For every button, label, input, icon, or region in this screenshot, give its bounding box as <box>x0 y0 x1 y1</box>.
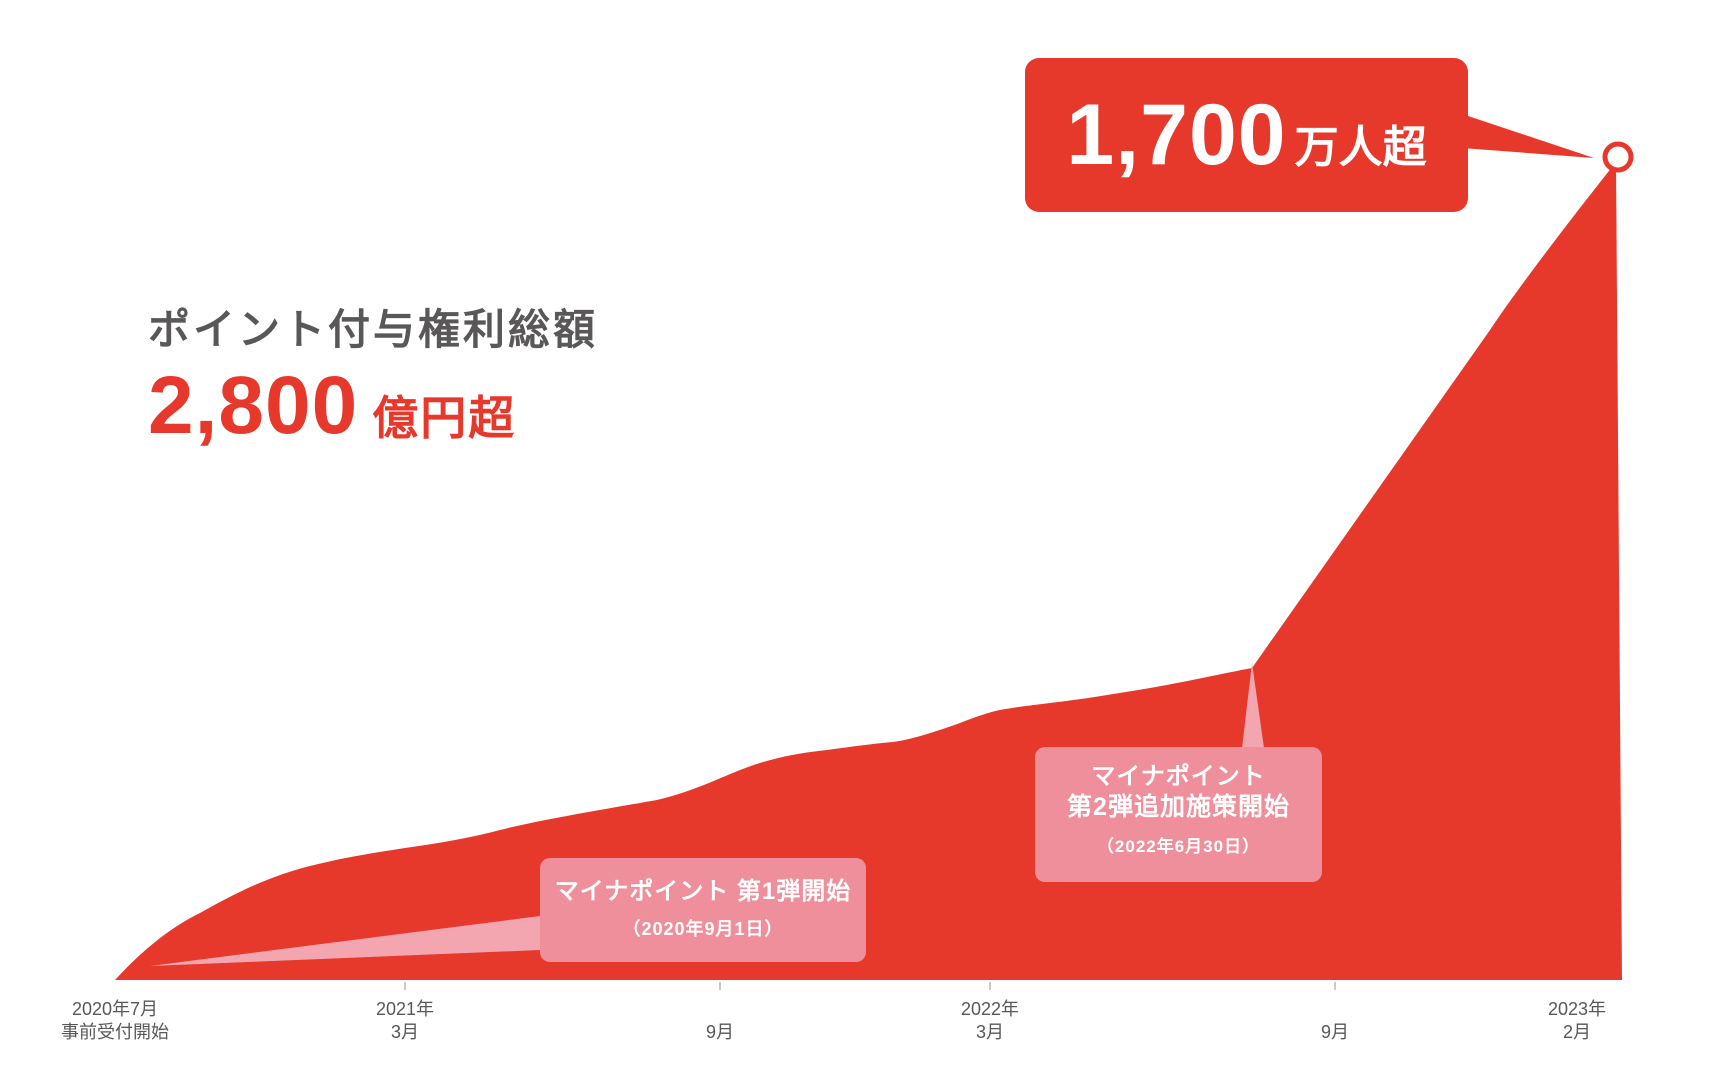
peak-callout-box: 1,700 万人超 <box>1025 58 1468 212</box>
peak-data-marker <box>1602 141 1634 173</box>
annotation2-title-line1: マイナポイント <box>1091 763 1266 790</box>
total-amount-suffix: 億円超 <box>372 392 517 445</box>
axis-label-2020-07: 2020年7月 事前受付開始 <box>61 998 169 1044</box>
axis-label-line: 2022年 <box>960 999 1020 1019</box>
annotation1-leader-line <box>150 916 540 966</box>
chart-title: ポイント付与権利総額 <box>148 306 599 353</box>
axis-label-line: 2023年 <box>1547 999 1607 1019</box>
axis-label-2021-03: 2021年 3月 <box>376 998 434 1044</box>
annotation2-box: マイナポイント 第2弾追加施策開始 （2022年6月30日） <box>1035 747 1322 882</box>
area-series <box>115 162 1622 980</box>
axis-label-line: 3月 <box>975 1022 1005 1042</box>
peak-callout-suffix: 万人超 <box>1294 123 1427 172</box>
chart-title-block: ポイント付与権利総額 2,800 億円超 <box>148 305 599 452</box>
annotation1-title: マイナポイント 第1弾開始 <box>554 878 852 905</box>
axis-label-2021-09: 9月 <box>706 998 734 1044</box>
axis-label-line: 9月 <box>705 1022 735 1042</box>
peak-callout-number: 1,700 <box>1066 87 1287 183</box>
annotation1-date: （2020年9月1日） <box>622 919 784 939</box>
annotation1-box: マイナポイント 第1弾開始 （2020年9月1日） <box>540 858 866 962</box>
annotation2-date: （2022年6月30日） <box>1096 837 1261 857</box>
axis-label-line: 3月 <box>390 1022 420 1042</box>
total-amount-number: 2,800 <box>148 360 359 452</box>
axis-ticks <box>404 982 1336 990</box>
axis-label-line: 2020年7月 <box>71 999 159 1019</box>
annotation2-title-line2: 第2弾追加施策開始 <box>1067 793 1290 821</box>
axis-label-line: 2021年 <box>375 999 435 1019</box>
axis-label-line: 事前受付開始 <box>61 1022 169 1042</box>
axis-label-2023-02: 2023年 2月 <box>1548 998 1606 1044</box>
total-amount-line: 2,800 億円超 <box>148 360 598 452</box>
axis-label-2022-03: 2022年 3月 <box>961 998 1019 1044</box>
axis-label-line: 2月 <box>1562 1022 1592 1042</box>
peak-callout-pointer <box>1462 114 1594 158</box>
axis-label-line: 9月 <box>1320 1022 1350 1042</box>
axis-label-2022-09: 9月 <box>1321 998 1349 1044</box>
annotation2-leader-line <box>1242 663 1264 748</box>
